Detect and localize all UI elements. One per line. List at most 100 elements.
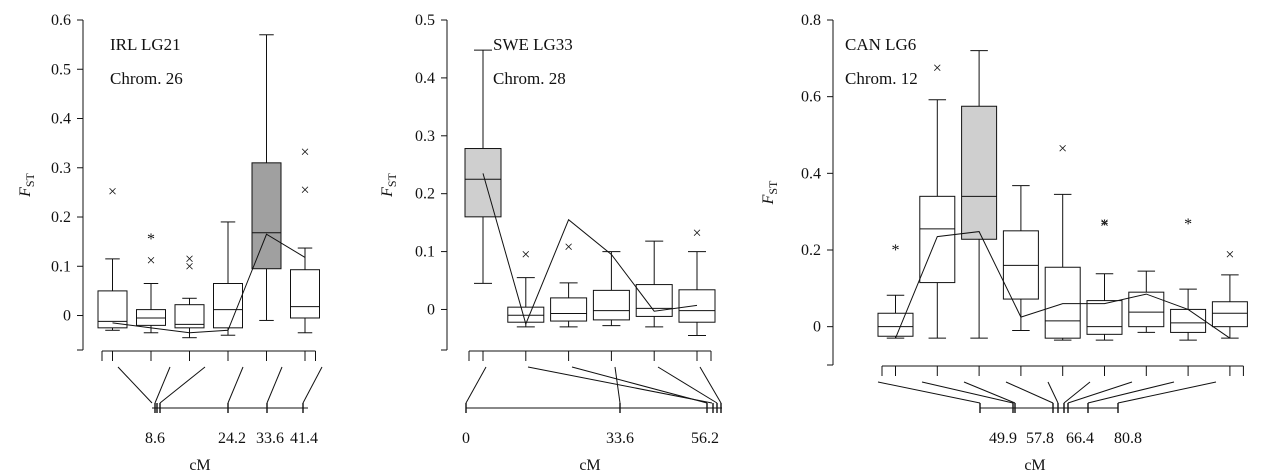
y-tick-label: 0.4 (801, 165, 821, 182)
y-tick-label: 0.6 (801, 89, 821, 106)
box-iqr (592, 289, 630, 321)
y-axis-title: FST (379, 172, 399, 197)
outlier-marker: × (1100, 215, 1109, 232)
cm-tick-label: 57.8 (1026, 430, 1054, 447)
cm-link-line (1047, 381, 1059, 404)
y-tick-label: 0.8 (801, 12, 821, 29)
cm-link-line (699, 366, 722, 404)
y-tick-label: 0.5 (51, 61, 71, 78)
outlier-marker: × (521, 246, 530, 263)
y-tick-label: 0.2 (801, 242, 821, 259)
cm-link-line (1005, 381, 1054, 404)
box-iqr (961, 105, 998, 240)
outlier-marker: × (1225, 247, 1234, 264)
outlier-marker: × (1058, 140, 1067, 157)
box-9: × (1211, 247, 1248, 339)
outlier-marker: × (933, 60, 942, 77)
cm-tick-label: 8.6 (145, 430, 165, 447)
cm-tick-label: 80.8 (1114, 430, 1142, 447)
box-iqr (1211, 301, 1248, 328)
outlier-marker: × (300, 144, 309, 161)
outlier-marker: × (564, 239, 573, 256)
box-2: × (507, 246, 545, 328)
cm-link-line (657, 366, 718, 404)
box-2: × (919, 60, 956, 339)
x-axis-title: cM (189, 457, 210, 474)
mean-line (895, 231, 1231, 339)
cm-link-line (465, 366, 487, 404)
box-4 (213, 221, 243, 336)
cm-link-line (1087, 381, 1175, 404)
y-axis-title-main: F (379, 187, 396, 198)
panel-irl: 0 0.1 0.2 0.3 0.4 0.5 0.6 FST IRL LG21 Chrom. 26 ×… (17, 12, 323, 474)
box-iqr (290, 269, 320, 319)
mean-line (112, 233, 306, 334)
box-3 (961, 50, 998, 339)
box-3: × (550, 239, 588, 328)
y-axis-title: FST (17, 172, 37, 197)
y-axis-title-sub: ST (23, 172, 37, 187)
outlier-marker: × (185, 251, 194, 268)
x-axis-title: cM (1024, 457, 1045, 474)
outlier-marker: × (185, 258, 194, 275)
box-iqr (251, 162, 282, 270)
cm-tick-label: 66.4 (1066, 430, 1094, 447)
box-iqr (919, 195, 956, 284)
cm-link-line (963, 381, 1016, 404)
box-iqr (550, 297, 588, 322)
outlier-marker: × (692, 225, 701, 242)
outlier-marker: * (892, 242, 900, 259)
box-5 (635, 240, 673, 328)
y-tick-label: 0.1 (415, 244, 435, 261)
panel-annotation: CAN LG6 (845, 35, 916, 54)
y-tick-label: 0.2 (415, 186, 435, 203)
box-4 (592, 251, 630, 327)
cm-link-line (1063, 381, 1091, 404)
box-2: ×* (136, 231, 166, 334)
panel-annotation: IRL LG21 (110, 35, 181, 54)
box-6: × (678, 225, 716, 337)
cm-tick-label: 41.4 (290, 430, 318, 447)
y-tick-label: 0.3 (51, 160, 71, 177)
y-tick-label: 0.5 (415, 12, 435, 29)
y-axis-title-sub: ST (766, 180, 780, 195)
cm-tick-label: 33.6 (256, 430, 284, 447)
outlier-marker: × (300, 182, 309, 199)
box-5: × (1044, 140, 1081, 341)
panel-swe: 0 0.1 0.2 0.3 0.4 0.5 FST SWE LG33 Chrom. 28 × × × 0… (379, 12, 722, 474)
outlier-marker: * (1184, 216, 1192, 233)
outlier-marker: * (1101, 217, 1109, 234)
box-iqr (1044, 266, 1081, 339)
cm-link-line (877, 381, 981, 404)
cm-link-line (159, 366, 206, 404)
cm-link-line (117, 366, 153, 404)
panel-annotation: Chrom. 28 (493, 69, 566, 88)
cm-link-line (921, 381, 1014, 404)
box-iqr (1128, 291, 1165, 328)
mean-line (482, 173, 698, 326)
cm-tick-label: 0 (462, 430, 470, 447)
y-tick-label: 0 (63, 308, 71, 325)
box-iqr (97, 290, 128, 329)
cm-tick-label: 24.2 (218, 430, 246, 447)
panel-annotation: SWE LG33 (493, 35, 573, 54)
y-axis-title: FST (760, 180, 780, 205)
cm-link-line (614, 366, 621, 404)
panel-annotation: Chrom. 26 (110, 69, 183, 88)
cm-tick-label: 56.2 (691, 430, 719, 447)
y-tick-label: 0.6 (51, 12, 71, 29)
cm-link-line (571, 366, 708, 404)
box-iqr (464, 148, 502, 218)
y-axis-title-main: F (17, 187, 34, 198)
cm-link-line (302, 366, 323, 404)
outlier-marker: * (147, 231, 155, 248)
box-7 (1128, 270, 1165, 333)
y-axis-title-sub: ST (385, 172, 399, 187)
box-iqr (1170, 308, 1207, 333)
cm-tick-label: 33.6 (606, 430, 634, 447)
box-1: * (877, 242, 914, 339)
box-1: × (97, 183, 128, 331)
y-axis-title-main: F (760, 194, 777, 205)
box-1 (464, 49, 502, 284)
